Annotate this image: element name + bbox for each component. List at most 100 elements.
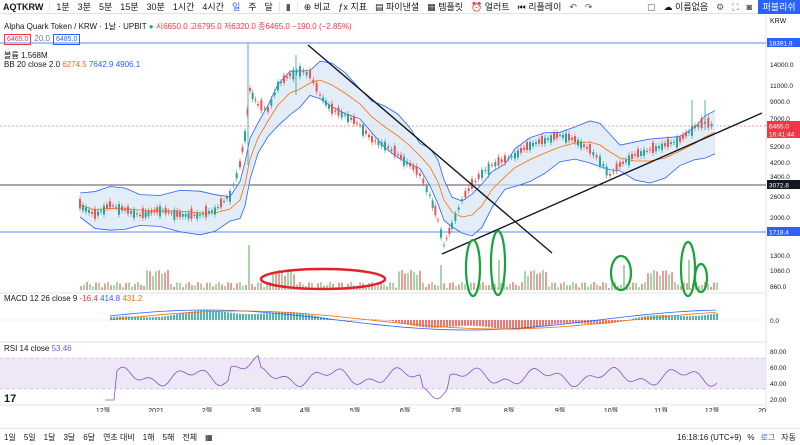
replay-button[interactable]: ⏮ 리플레이 [514,0,566,14]
range-3m[interactable]: 3달 [63,432,76,442]
alert-button[interactable]: ⏰ 얼러트 [467,0,514,14]
interval-month[interactable]: 달 [264,1,273,12]
candle-body [589,144,591,154]
layout-name-button[interactable]: ☁ 이름없음 [660,0,713,14]
macd-histogram-bar [410,320,412,326]
macd-histogram-bar [458,320,460,327]
volume-bar [122,287,124,290]
macd-histogram-bar [266,313,268,320]
candle-body [196,212,199,219]
gear-icon[interactable]: ⚙ [716,1,725,12]
volume-bar [464,284,466,290]
log-toggle[interactable]: 로그 [760,433,776,442]
chart-type-icon[interactable]: ▮ [285,1,291,12]
interval-15m[interactable]: 15분 [120,1,139,12]
range-5d[interactable]: 5일 [23,432,36,442]
calendar-icon[interactable]: ▦ [205,432,213,442]
range-ytd[interactable]: 연초 대비 [103,432,135,442]
volume-bar [587,286,589,290]
macd-histogram-bar [182,312,184,320]
range-1d[interactable]: 1일 [4,432,16,442]
financials-button[interactable]: ▤ 파이낸셜 [371,0,423,14]
bb-basis-value: 6274.5 [62,60,87,69]
range-1m[interactable]: 1달 [43,432,56,442]
macd-histogram-bar [452,320,454,327]
volume-bar [374,286,376,290]
volume-bar [113,285,115,290]
interval-30m[interactable]: 30분 [146,1,165,12]
candle-body [577,139,579,146]
clock-time[interactable]: 16:18:16 (UTC+9) [677,433,742,442]
macd-histogram-bar [635,318,637,320]
interval-5m[interactable]: 5분 [98,1,113,12]
camera-icon[interactable]: ◙ [746,1,752,12]
range-5y[interactable]: 5해 [162,432,175,442]
chart-canvas[interactable]: 14000.0 11000.0 9000.0 7000.0 5200.0 4200.0 34… [0,15,800,412]
candle-body [344,114,346,116]
volume-bar [155,271,157,290]
macd-histogram-bar [440,320,442,328]
candle-body [523,147,525,150]
volume-bar [98,282,100,290]
publish-button[interactable]: 퍼블리쉬 [758,0,800,14]
macd-histogram-bar [455,320,457,327]
macd-histogram-bar [485,320,487,327]
macd-histogram-bar [629,319,631,320]
candle-body [159,206,161,217]
interval-day[interactable]: 일 [231,1,241,12]
candle-body [484,169,487,172]
macd-histogram-bar [134,316,136,320]
macd-histogram-bar [467,320,469,326]
buy-price-badge[interactable]: 6485.0 [53,34,81,45]
financials-icon: ▤ [375,1,384,12]
volume-bar [620,284,622,290]
volume-bar [197,282,199,290]
compare-button[interactable]: ⊕ 비교 [300,0,335,14]
candle-body [226,196,228,199]
candle-body [415,166,418,175]
fullscreen-icon[interactable]: ⛶ [732,1,739,12]
range-6m[interactable]: 6달 [83,432,96,442]
rsi-axis-tick: 60.00 [770,365,787,372]
volume-bar [290,270,292,290]
interval-1h[interactable]: 1시간 [172,1,195,12]
candle-body [384,141,386,151]
candle-body [156,207,159,213]
macd-histogram-bar [473,320,475,326]
layout-icon[interactable]: ▢ [647,1,656,12]
volume-bar [521,282,523,290]
macd-histogram-bar [644,316,646,320]
interval-4h[interactable]: 4시간 [202,1,224,12]
interval-3m[interactable]: 3분 [77,1,91,12]
range-all[interactable]: 전체 [182,432,198,442]
volume-bar [485,285,487,290]
auto-toggle[interactable]: 자동 [781,433,796,442]
macd-histogram-bar [575,320,577,324]
templates-button[interactable]: ▦ 템플릿 [423,0,467,14]
volume-bar [560,283,562,290]
macd-histogram-bar [155,317,157,320]
macd-histogram-bar [572,320,574,324]
price-axis-tick: 5200.0 [770,144,790,151]
indicators-button[interactable]: ƒx 지표 [334,0,371,14]
macd-histogram-bar [119,316,121,320]
volume-bar [209,282,211,290]
volume-bar [266,283,268,290]
chart-area[interactable]: 14000.0 11000.0 9000.0 7000.0 5200.0 4200.0 34… [0,15,800,412]
candle-body [331,103,333,114]
range-1y[interactable]: 1해 [142,432,155,442]
volume-bar [527,275,529,290]
undo-icon[interactable]: ↶ [569,1,577,12]
symbol-search[interactable]: AQTKRW [3,1,44,12]
macd-histogram-bar [470,320,472,326]
interval-week[interactable]: 주 [248,1,257,12]
candle-body [464,190,467,198]
macd-histogram-bar [536,320,538,328]
macd-histogram-bar [608,320,610,324]
percent-toggle[interactable]: % [747,433,755,442]
volume-bar [284,275,286,290]
candle-body [246,108,249,115]
interval-1m[interactable]: 1분 [56,1,70,12]
sell-price-badge[interactable]: 6465.0 [4,34,32,45]
redo-icon[interactable]: ↷ [584,1,593,12]
